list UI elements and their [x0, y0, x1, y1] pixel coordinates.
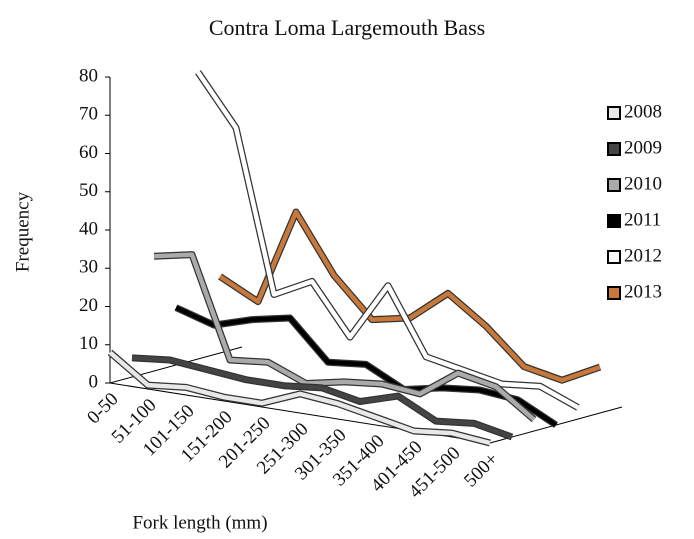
legend-label: 2013: [624, 281, 662, 302]
legend-swatch: [607, 250, 621, 264]
ribbon: [196, 70, 580, 410]
y-tick-label: 70: [79, 104, 98, 125]
ribbon-edge: [195, 70, 580, 411]
y-tick-label: 30: [79, 257, 98, 278]
y-tick-label: 60: [79, 142, 98, 163]
y-tick-label: 80: [79, 65, 98, 86]
legend-label: 2011: [624, 209, 661, 230]
ribbon: [131, 355, 513, 440]
legend-label: 2009: [624, 137, 662, 158]
legend-swatch: [607, 142, 621, 156]
legend-swatch: [607, 286, 621, 300]
y-tick-label: 20: [79, 295, 98, 316]
legend-swatch: [607, 214, 621, 228]
legend-swatch: [607, 178, 621, 192]
chart-title: Contra Loma Largemouth Bass: [209, 15, 485, 40]
y-tick-label: 50: [79, 180, 98, 201]
y-tick-label: 40: [79, 218, 98, 239]
ribbon: [108, 350, 491, 446]
ribbon: [218, 209, 601, 383]
y-axis-title: Frequency: [12, 191, 33, 272]
legend-label: 2012: [624, 245, 662, 266]
ribbon: [175, 305, 558, 427]
legend-label: 2010: [624, 173, 662, 194]
legend-label: 2008: [624, 101, 662, 122]
y-tick-label: 10: [79, 333, 98, 354]
ribbon: [153, 252, 536, 422]
legend-swatch: [607, 106, 621, 120]
x-axis-title: Fork length (mm): [132, 512, 267, 533]
x-tick-label: 500+: [460, 449, 503, 492]
y-tick-label: 0: [89, 371, 99, 392]
x-tick-label: 0-50: [83, 389, 122, 428]
